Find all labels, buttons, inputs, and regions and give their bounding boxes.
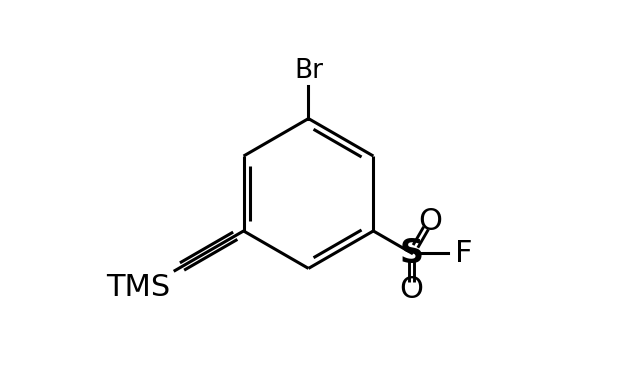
Text: Br: Br	[294, 58, 323, 84]
Text: TMS: TMS	[106, 273, 171, 302]
Text: O: O	[418, 207, 442, 236]
Text: O: O	[399, 275, 424, 304]
Text: F: F	[455, 238, 472, 267]
Text: S: S	[399, 236, 424, 270]
